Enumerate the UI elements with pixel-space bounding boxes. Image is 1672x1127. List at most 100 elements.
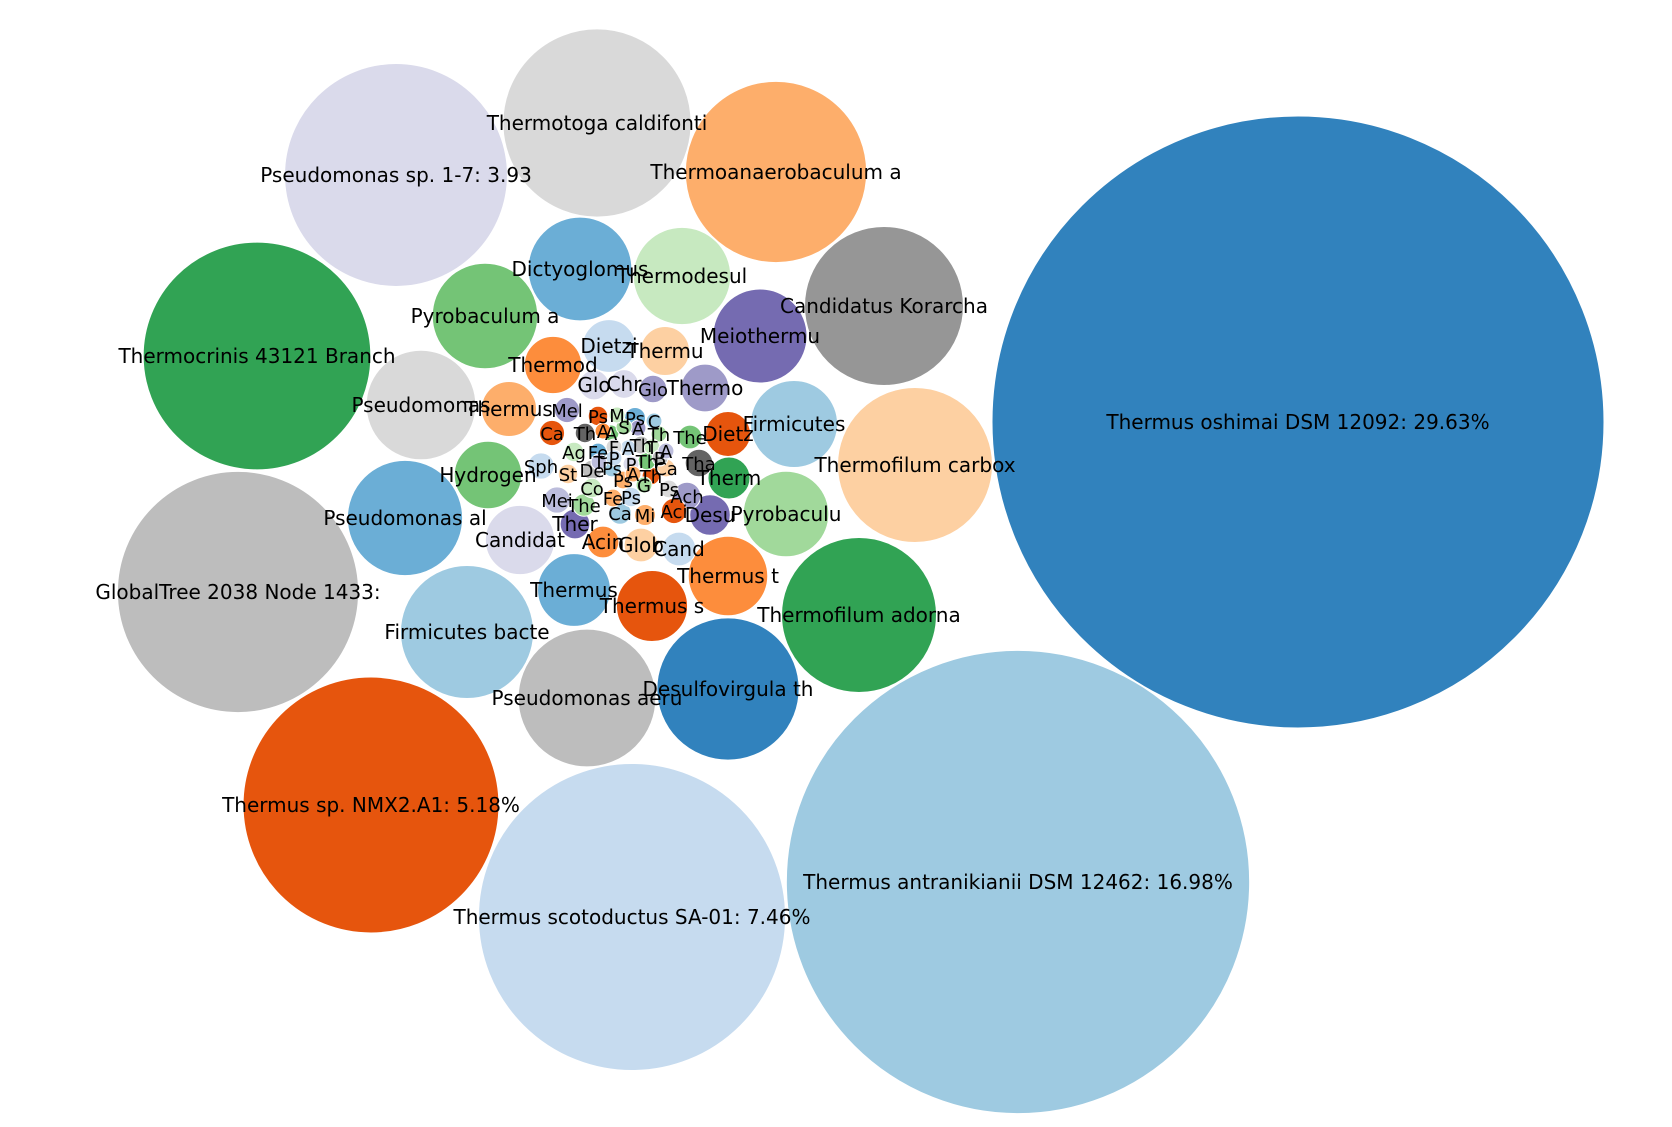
bubble-label: Pyrobaculu [731,502,842,526]
bubble-label: Therm [696,466,762,490]
bubble [574,422,596,444]
bubble-label: Thermofilum adorna [756,603,960,627]
bubble-label: Desulfovirgula th [643,677,814,701]
bubble [657,442,675,460]
bubble-label: Candidatus Korarcha [780,294,988,318]
bubble-label: Th [647,425,670,446]
bubble [677,424,703,450]
bubble-label: The [672,428,706,449]
bubble [538,419,566,447]
bubble-label: Cand [653,537,705,561]
bubble-label: Ps [588,407,608,428]
bubble-label: Thermocrinis 43121 Branch [117,344,395,368]
bubble-label: Candidat [475,528,565,552]
bubble-label: Aci [661,502,688,523]
bubble [453,440,523,510]
bubble-label: Thermus [529,578,618,602]
bubble-label: Thermus oshimai DSM 12092: 29.63% [1105,410,1489,434]
bubble-label: Pyrobaculum a [411,304,560,328]
bubble-label: P [609,449,620,470]
bubble-label: Thermofilum carbox [813,453,1015,477]
bubble-label: Thermu [625,339,703,363]
bubble [605,449,623,467]
bubble-label: Co [580,479,604,500]
bubble [640,326,690,376]
bubble-label: Th [639,467,662,488]
label-layer: Thermus oshimai DSM 12092: 29.63% Thermus… [95,111,1489,929]
bubble-layer [116,28,1605,1115]
bubble-label: Ps [602,459,622,480]
bubble-label: Ther [551,512,598,536]
bubble [991,115,1605,729]
bubble [689,494,731,536]
bubble [586,525,620,559]
bubble-label: Ca [540,424,564,445]
bubble-label: A [622,439,635,460]
bubble [594,422,612,440]
bubble [578,369,610,401]
bubble-label: Chr [607,372,643,396]
bubble [142,241,372,471]
bubble-label: Dietzi [580,334,637,358]
bubble-label: Mi [635,506,656,527]
bubble [632,226,732,326]
bubble-label: Mei [541,491,573,512]
bubble-label: Pseudomonas sp. 1-7: 3.93 [260,163,532,187]
bubble-label: Sph [524,457,558,478]
bubble-label: Dictyoglomus [512,257,649,281]
bubble [742,470,830,558]
bubble [603,488,623,508]
bubble [582,319,636,373]
bubble-label: T [593,453,606,474]
bubble [660,497,688,525]
bubble [484,504,556,576]
bubble-label: Desu [685,503,736,527]
bubble-label: T [646,438,659,459]
bubble-label: Ps [625,409,645,430]
bubble [557,463,579,485]
bubble [346,459,464,577]
bubble-label: Hydrogen [439,463,536,487]
bubble-label: Tha [681,454,715,475]
bubble-label: Thermus scotoductus SA-01: 7.46% [452,905,810,929]
bubble-label: A [597,422,610,443]
bubble-label: Firmicutes bacte [384,620,549,644]
bubble-label: A [605,424,618,445]
bubble [623,527,659,563]
bubble-label: GlobalTree 2038 Node 1433: [95,580,380,604]
bubble-label: M [609,406,625,427]
bubble [517,628,657,768]
bubble-label: Thermus sp. NMX2.A1: 5.18% [221,793,520,817]
bubble-label: B [654,449,666,470]
bubble-label: Thermus antranikianii DSM 12462: 16.98% [802,870,1233,894]
bubble [635,476,653,494]
bubble-label: Thermus [464,397,553,421]
bubble [242,676,500,934]
bubble [581,477,603,499]
bubble-label: Mel [551,401,583,422]
bubble-label: Thermo [666,376,744,400]
bubble-label: Glo [577,373,610,397]
bubble-label: Fe [588,443,608,464]
bubble-label: Ps [613,471,633,492]
bubble-label: S [618,418,629,439]
bubble [659,479,679,499]
bubble-label: Thermotoga caldifonti [486,111,708,135]
bubble [656,617,800,761]
bubble [399,564,535,700]
bubble [502,28,692,218]
bubble-label: Thermus t [676,564,779,588]
bubble [608,406,626,424]
bubble [837,387,993,543]
bubble-label: A [660,442,673,463]
bubble-label: Ps [621,488,641,509]
bubble [804,226,964,386]
bubble [781,537,937,693]
bubble-label: Ca [608,504,632,525]
bubble [477,762,787,1072]
bubble [527,452,555,480]
bubble [684,448,714,478]
bubble-label: Fe [603,489,623,510]
bubble-label: Acin [582,530,625,554]
bubble-label: Meiothermu [700,324,820,348]
